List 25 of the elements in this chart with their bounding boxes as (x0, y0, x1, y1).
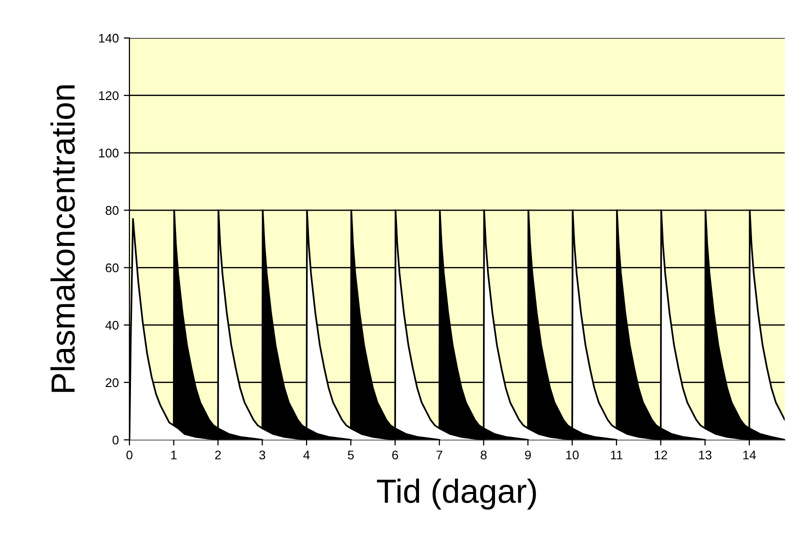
y-tick-label: 140 (99, 34, 119, 43)
x-tick-label: 9 (525, 450, 531, 460)
x-tick-label: 3 (259, 450, 266, 460)
x-tick-label: 7 (436, 450, 442, 460)
x-tick-label: 0 (126, 450, 132, 460)
y-tick-label: 80 (106, 206, 119, 215)
x-tick-label: 12 (654, 450, 668, 460)
x-tick-label: 2 (215, 450, 221, 460)
x-tick-label: 4 (303, 450, 310, 460)
x-tick-label: 8 (480, 450, 487, 460)
y-tick-label: 20 (106, 378, 119, 388)
x-tick-label: 10 (566, 450, 579, 460)
y-tick-label: 120 (99, 91, 119, 100)
y-tick-label: 60 (106, 263, 119, 272)
y-tick-label: 100 (99, 148, 119, 158)
x-tick-label: 1 (171, 450, 177, 460)
x-tick-label: 11 (610, 450, 622, 460)
y-axis-title: Plasmakoncentration (50, 85, 75, 392)
x-tick-label: 14 (743, 450, 756, 460)
x-axis-title: Tid (dagar) (376, 478, 536, 510)
x-tick-label: 5 (348, 450, 354, 460)
y-tick-label: 0 (112, 436, 119, 444)
x-tick-label: 13 (699, 450, 712, 460)
x-tick-label: 6 (392, 450, 398, 460)
y-tick-label: 40 (105, 320, 119, 330)
